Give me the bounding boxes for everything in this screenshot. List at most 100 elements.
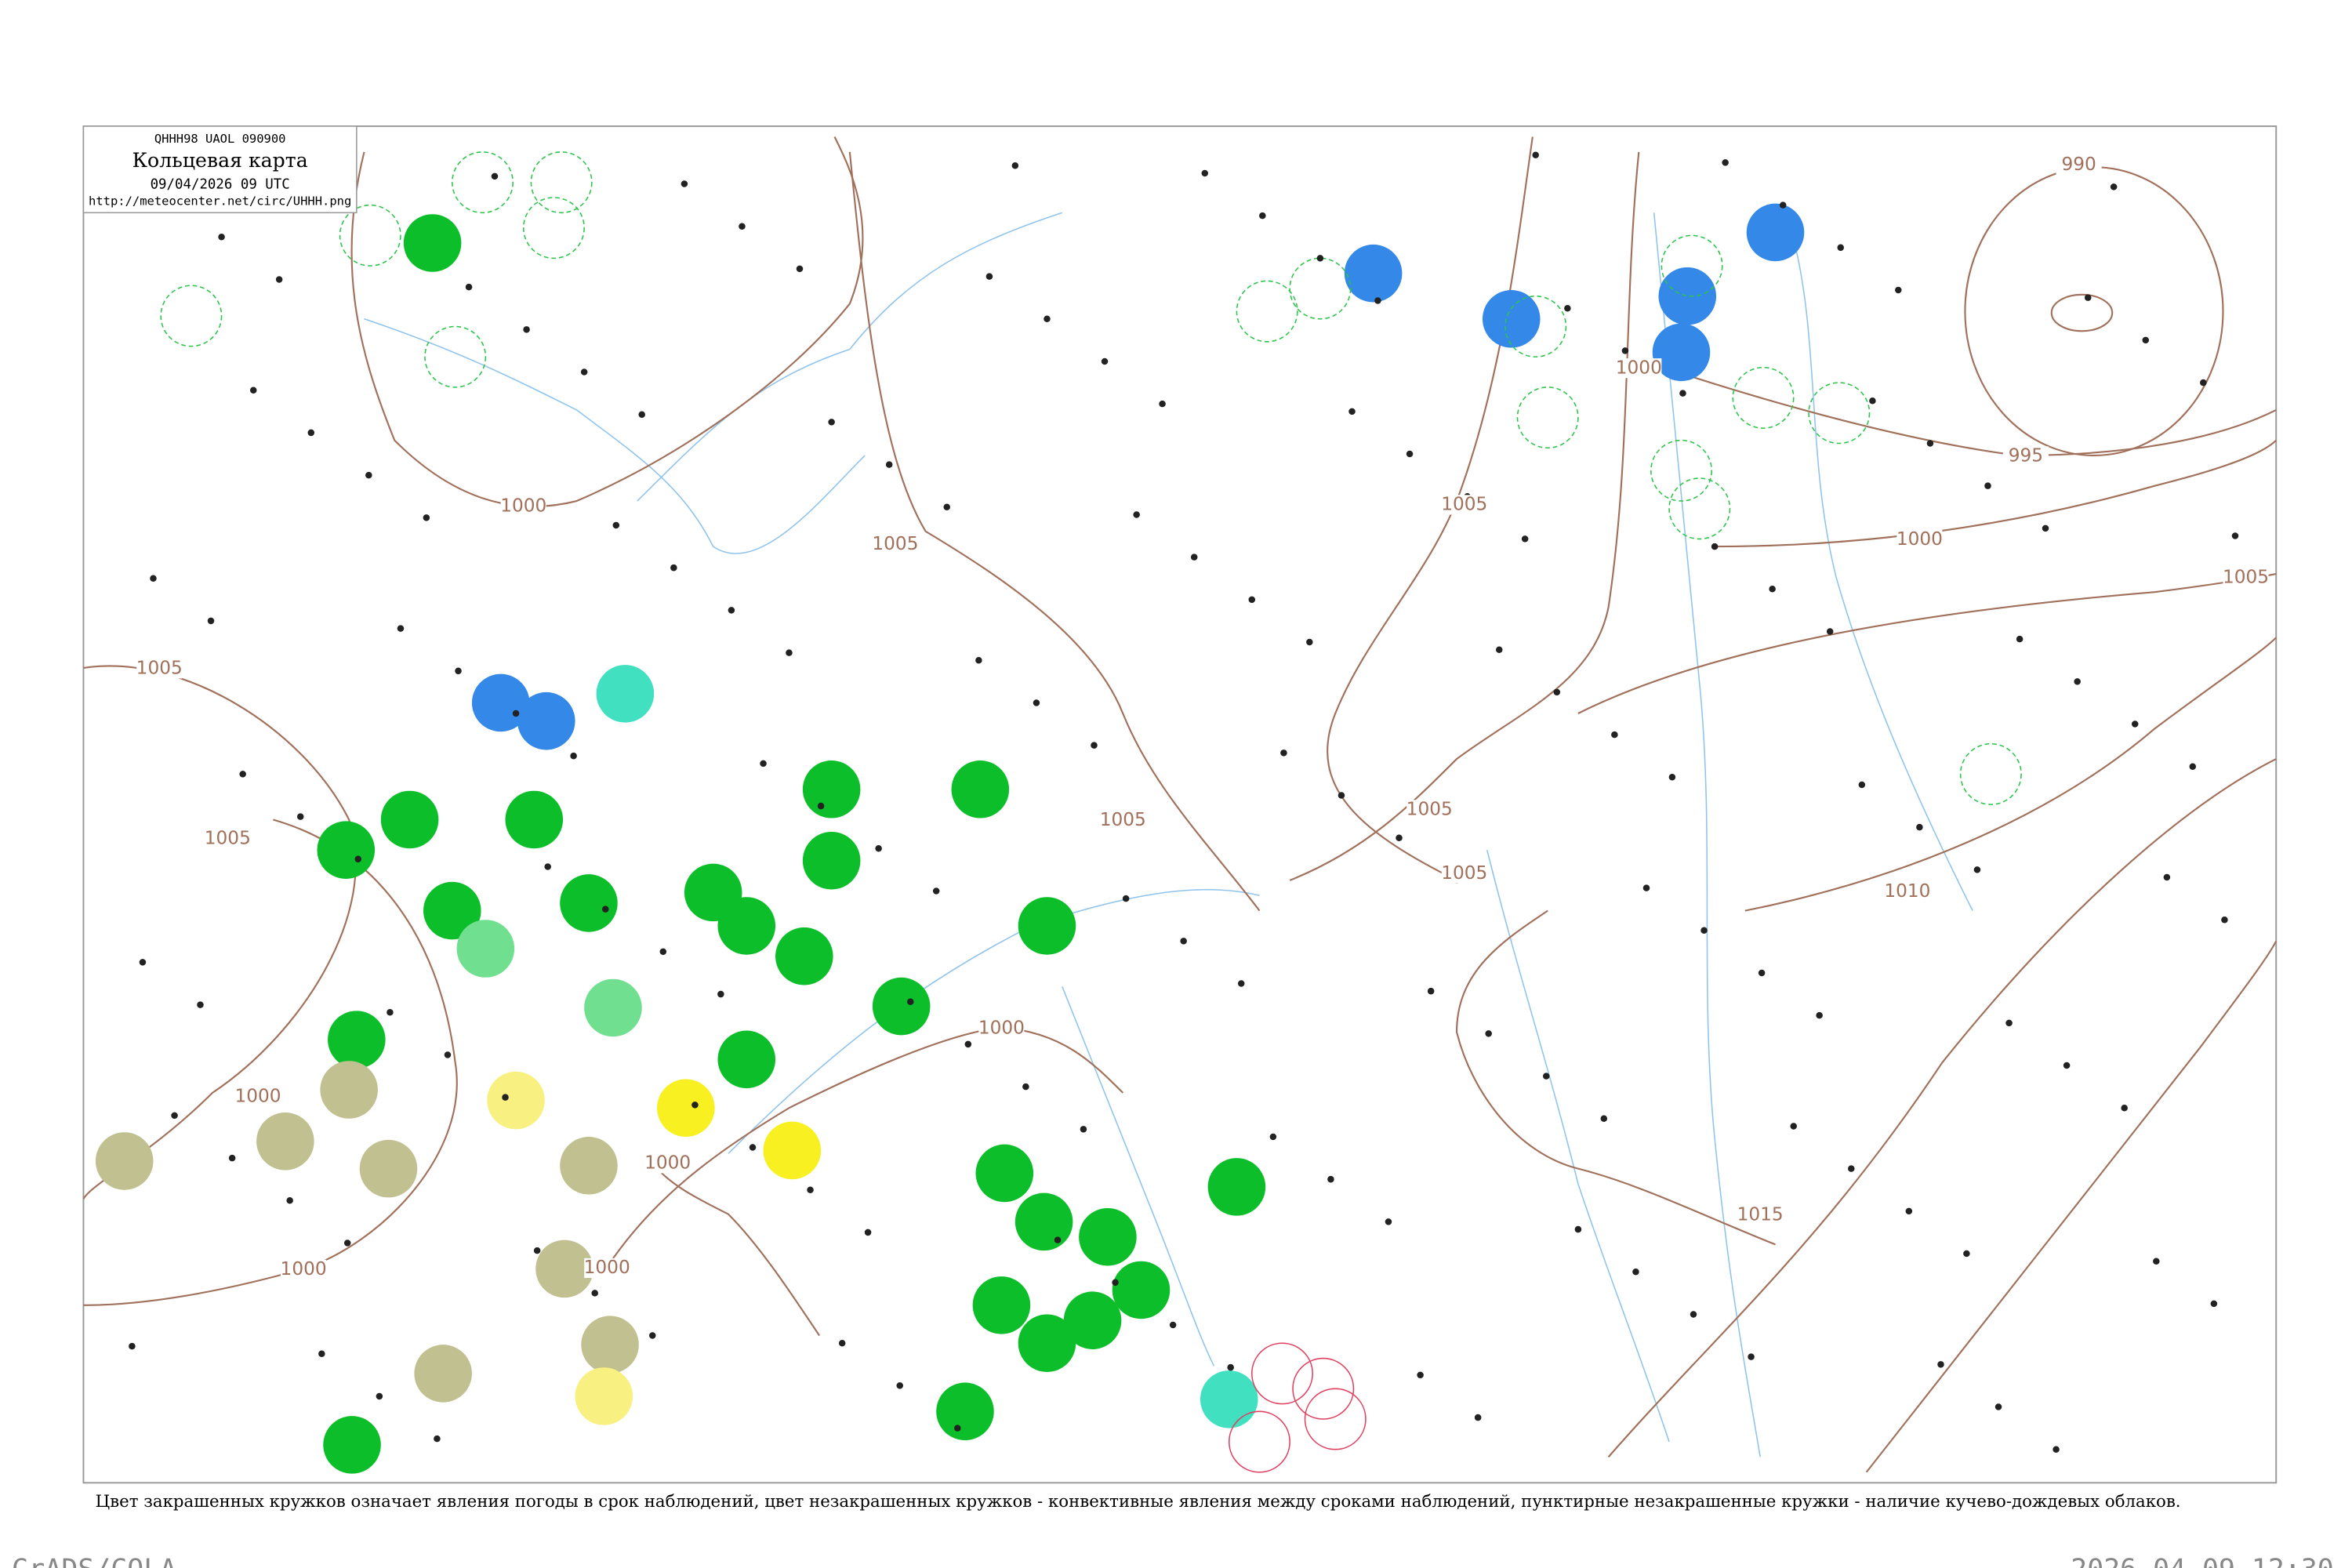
station-dot [591, 1290, 598, 1297]
station-dot [2005, 1019, 2013, 1027]
station-dot [387, 1009, 394, 1016]
isobar-label-bg [235, 1087, 281, 1107]
cb-circle [1289, 257, 1352, 320]
station-dot [1159, 400, 1166, 408]
footer-left: GrADS/COLA [12, 1554, 176, 1568]
station-dot [2153, 1258, 2160, 1265]
station-dot [1826, 628, 1834, 635]
isobar-label-bg [136, 659, 183, 679]
header-code: QHHH98 UAOL 090900 [154, 132, 286, 146]
station-dot [465, 283, 473, 291]
station-dot [1374, 297, 1381, 304]
isobar-label: 1000 [1616, 357, 1662, 378]
weather-circle [581, 1316, 639, 1374]
station-dot [943, 503, 950, 511]
station-dot [2053, 1446, 2060, 1453]
station-dot [2042, 524, 2049, 532]
station-dot [896, 1382, 903, 1389]
station-dot [1642, 884, 1650, 891]
cb-circle [1732, 366, 1795, 429]
station-dot [376, 1392, 383, 1400]
isobar-label-bg [1884, 881, 1930, 902]
station-dot [1611, 731, 1618, 739]
weather-circle [802, 760, 861, 818]
station-dot [1054, 1236, 1062, 1243]
station-dot [954, 1425, 961, 1432]
station-dot [239, 771, 246, 778]
station-dot [681, 180, 688, 187]
weather-circle [403, 214, 462, 272]
station-dot [1690, 1311, 1697, 1318]
isobar-label: 1000 [584, 1257, 630, 1278]
station-dot [1543, 1073, 1550, 1080]
station-dot [828, 419, 835, 426]
station-dot [1532, 151, 1539, 159]
station-dot [807, 1186, 814, 1193]
station-dot [228, 1154, 236, 1162]
weather-circle [359, 1139, 418, 1198]
station-dot [1385, 1218, 1392, 1225]
weather-circle [872, 977, 931, 1036]
station-circles [95, 148, 2239, 1474]
station-dot [1564, 304, 1571, 312]
station-dot [533, 1247, 541, 1254]
station-dot [512, 710, 520, 717]
station-dot [638, 411, 645, 418]
weather-circle [1200, 1370, 1258, 1428]
isobar-label-bg [2223, 568, 2269, 588]
station-dot [1406, 450, 1414, 458]
weather-circle [487, 1071, 545, 1130]
station-dot [1427, 987, 1435, 995]
isobar-label-bg [978, 1018, 1025, 1039]
weather-circle [1014, 1192, 1073, 1251]
station-dot [444, 1051, 452, 1058]
station-dot [964, 1040, 972, 1048]
weather-circle [1746, 203, 1805, 262]
station-dot [1984, 482, 1991, 489]
isobars [82, 136, 2278, 1473]
station-dot [1417, 1371, 1424, 1379]
station-dot [1133, 511, 1140, 518]
station-dot [1553, 688, 1561, 696]
isobar-label: 990 [2061, 154, 2096, 175]
station-dot [2131, 720, 2139, 728]
isobar-label-bg [281, 1259, 327, 1279]
station-dot [2210, 1300, 2218, 1308]
station-dot [307, 429, 315, 437]
station-dot [975, 657, 982, 664]
isobar-label: 1005 [1406, 799, 1453, 820]
station-dot [1396, 834, 1403, 841]
weather-circle [951, 760, 1010, 818]
isobar-label: 1010 [1884, 880, 1930, 902]
isobar-label-bg [1441, 863, 1487, 884]
station-dot [1101, 358, 1109, 365]
station-dot [1259, 212, 1266, 220]
weather-circle [1018, 1314, 1076, 1372]
footer-right: 2026-04-09-12:30 [2071, 1554, 2334, 1568]
weather-circle [456, 920, 515, 978]
station-dot [1926, 440, 1934, 447]
cb-circle [522, 197, 585, 260]
station-dot [838, 1339, 846, 1347]
station-dot [1769, 586, 1776, 593]
station-dot [1574, 1225, 1582, 1233]
station-dot [1122, 895, 1130, 902]
map-frame [82, 125, 2278, 1484]
isobar-label-bg [1737, 1205, 1784, 1225]
isobar-label: 1000 [644, 1152, 691, 1174]
cb-circle [339, 204, 401, 267]
station-dot [796, 265, 804, 273]
weather-circle [1079, 1207, 1137, 1266]
isobar-label: 1005 [2223, 567, 2269, 588]
isobar-label: 1005 [1100, 809, 1146, 830]
cb-circle [1808, 382, 1871, 445]
station-dot [728, 607, 735, 614]
isobar-label: 1000 [978, 1017, 1025, 1038]
station-dot [1227, 1363, 1234, 1371]
isobar-label-bg [205, 829, 251, 849]
station-dot [1679, 390, 1686, 397]
cb-circle [1959, 742, 2022, 805]
weather-circle [95, 1132, 154, 1190]
station-dot [1963, 1250, 1970, 1258]
station-dot [670, 564, 677, 572]
